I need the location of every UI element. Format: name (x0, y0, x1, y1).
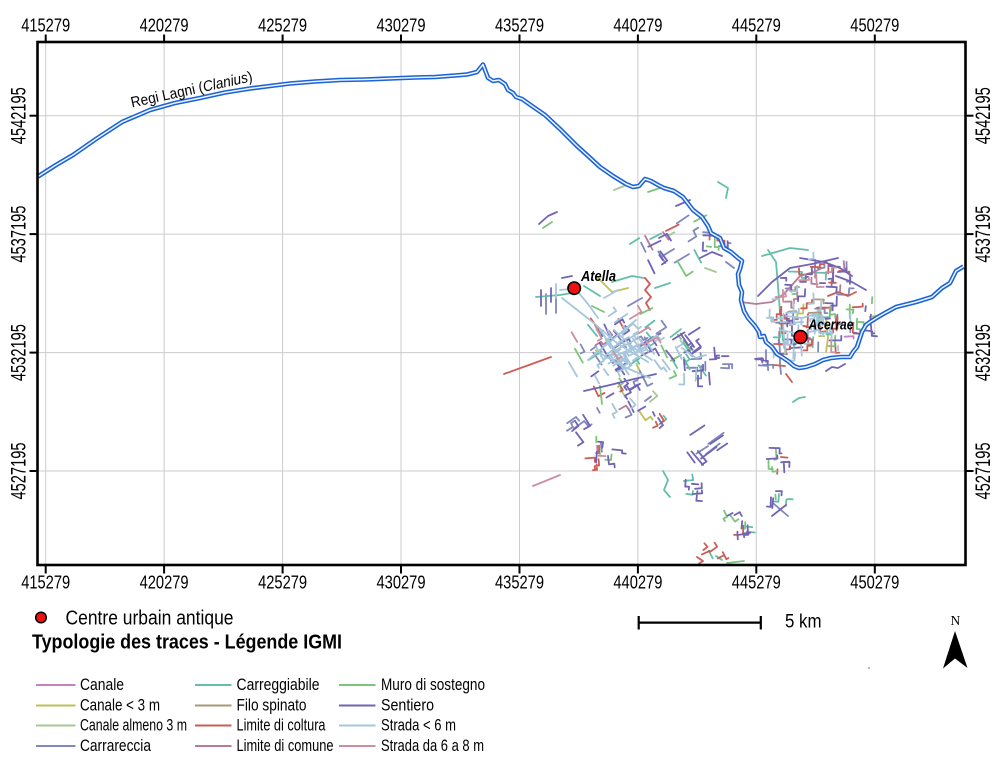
svg-text:420279: 420279 (140, 573, 189, 593)
svg-text:4537195: 4537195 (971, 206, 995, 263)
svg-text:Canale < 3 m: Canale < 3 m (80, 696, 160, 715)
svg-text:N: N (951, 613, 961, 628)
svg-text:415279: 415279 (21, 16, 70, 36)
svg-text:Muro di sostegno: Muro di sostegno (381, 675, 485, 694)
svg-text:450279: 450279 (850, 573, 899, 593)
svg-text:435279: 435279 (495, 573, 544, 593)
svg-text:Filo spinato: Filo spinato (237, 696, 307, 715)
svg-text:4542195: 4542195 (7, 87, 31, 144)
svg-text:4532195: 4532195 (971, 324, 995, 381)
svg-text:Centre urbain antique: Centre urbain antique (66, 608, 234, 630)
svg-text:Limite di comune: Limite di comune (237, 736, 334, 755)
svg-text:5 km: 5 km (785, 612, 822, 633)
svg-text:425279: 425279 (258, 573, 307, 593)
svg-text:440279: 440279 (613, 573, 662, 593)
svg-text:Carrareccia: Carrareccia (80, 736, 151, 755)
svg-text:415279: 415279 (21, 573, 70, 593)
svg-text:Acerrae: Acerrae (808, 318, 854, 334)
svg-text:Strada < 6 m: Strada < 6 m (381, 716, 456, 735)
svg-text:Carreggiabile: Carreggiabile (237, 675, 320, 694)
svg-text:4527195: 4527195 (7, 442, 31, 499)
svg-text:4527195: 4527195 (971, 442, 995, 499)
svg-text:425279: 425279 (258, 16, 307, 36)
svg-text:430279: 430279 (377, 16, 426, 36)
svg-text:Strada da 6 a 8 m: Strada da 6 a 8 m (381, 736, 484, 755)
svg-text:Atella: Atella (580, 269, 616, 285)
svg-text:430279: 430279 (377, 573, 426, 593)
svg-text:450279: 450279 (850, 16, 899, 36)
svg-text:4537195: 4537195 (7, 206, 31, 263)
svg-text:440279: 440279 (613, 16, 662, 36)
svg-text:435279: 435279 (495, 16, 544, 36)
svg-text:Canale: Canale (80, 675, 124, 694)
svg-text:4542195: 4542195 (971, 87, 995, 144)
svg-text:445279: 445279 (732, 16, 781, 36)
svg-text:445279: 445279 (732, 573, 781, 593)
svg-text:4532195: 4532195 (7, 324, 31, 381)
svg-text:Sentiero: Sentiero (381, 696, 434, 715)
svg-text:420279: 420279 (140, 16, 189, 36)
svg-text:Typologie des traces - Légende: Typologie des traces - Légende IGMI (32, 631, 342, 654)
svg-text:Limite di coltura: Limite di coltura (237, 716, 326, 735)
svg-text:Canale almeno 3 m: Canale almeno 3 m (80, 716, 187, 735)
